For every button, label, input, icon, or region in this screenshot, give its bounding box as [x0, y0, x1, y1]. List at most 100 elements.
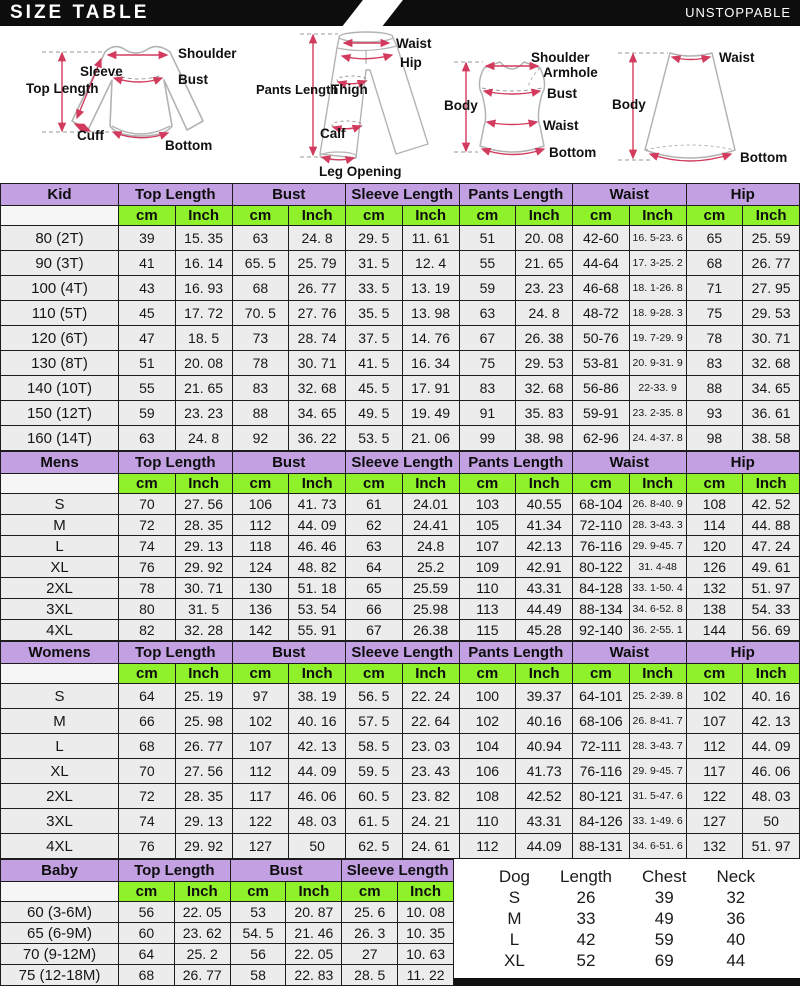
size-value: 60. 5 — [345, 783, 403, 809]
dog-size-table: Dog Length Chest Neck S 26 39 32 M 33 49 36 L 42 59 40… — [484, 867, 770, 971]
unit-header: cm — [118, 473, 176, 494]
skirt-waist-label: Waist — [719, 50, 755, 65]
row-label: S — [0, 683, 119, 709]
row-label: S — [508, 887, 521, 907]
size-value: 102 — [231, 708, 290, 734]
unit-header: Inch — [174, 473, 233, 494]
size-value: 23. 82 — [401, 783, 460, 809]
column-header: Hip — [685, 183, 800, 206]
size-value: 25.98 — [401, 598, 460, 620]
baby-table-body: 60 (3-6M) 56 22. 05 53 20. 87 25. 6 10. 08 65 (… — [0, 901, 454, 986]
row-label: 2XL — [0, 783, 119, 809]
size-value: 68-104 — [572, 493, 630, 515]
size-value: 25. 79 — [288, 250, 346, 276]
size-value: 69 — [654, 950, 674, 970]
size-value: 120 — [685, 535, 744, 557]
kid-units-row: cm Inch cm Inch cm Inch cm Inch cm Inch cm Inch — [0, 205, 800, 226]
size-value: 45.28 — [515, 619, 573, 641]
shirt-cuff-label: Cuff — [77, 128, 104, 143]
size-value: 112 — [231, 514, 290, 536]
size-value: 62. 5 — [345, 833, 403, 859]
table-row: S 70 27. 56 106 41. 73 61 24.01 103 40.55 68-104 2… — [0, 493, 800, 515]
row-label: L — [0, 733, 119, 759]
size-value: 83 — [685, 350, 744, 376]
unit-header: Inch — [288, 205, 346, 226]
size-value: 33. 5 — [345, 275, 403, 301]
unit-header: cm — [458, 473, 517, 494]
mens-section-title: Mens — [0, 451, 119, 474]
row-label: 140 (10T) — [0, 375, 119, 401]
size-value: 29. 9-45. 7 — [628, 758, 687, 784]
table-row: 120 (6T) 47 18. 5 73 28. 74 37. 5 14. 76 67 26. … — [0, 325, 800, 351]
size-value: 29. 13 — [174, 808, 233, 834]
size-value: 40.94 — [515, 733, 573, 759]
size-value: 26. 77 — [288, 275, 346, 301]
column-header: Top Length — [118, 183, 233, 206]
size-value: 33. 1-50. 4 — [628, 577, 687, 599]
size-value: 24.41 — [401, 514, 460, 536]
unit-header: Inch — [742, 663, 800, 684]
size-value: 118 — [231, 535, 290, 557]
size-value: 72 — [118, 514, 176, 536]
size-value: 71 — [685, 275, 744, 301]
size-value: 84-126 — [572, 808, 630, 834]
dog-table-body: S 26 39 32 M 33 49 36 L 42 59 40 XL 52 69 44 — [484, 887, 770, 971]
size-value: 105 — [458, 514, 517, 536]
table-row: 3XL 80 31. 5 136 53. 54 66 25.98 113 44.49 88-134… — [0, 598, 800, 620]
size-value: 25.59 — [401, 577, 460, 599]
size-value: 42. 13 — [742, 708, 800, 734]
size-value: 67 — [458, 325, 517, 351]
size-value: 21. 65 — [174, 375, 233, 401]
shirt-top-length-label: Top Length — [26, 81, 98, 96]
row-label: 75 (12-18M) — [0, 964, 119, 986]
size-value: 132 — [685, 577, 744, 599]
size-value: 51 — [118, 350, 176, 376]
table-row: 70 (9-12M) 64 25. 2 56 22. 05 27 10. 63 — [0, 943, 454, 965]
size-value: 80 — [118, 598, 176, 620]
table-row: 130 (8T) 51 20. 08 78 30. 71 41. 5 16. 34 75 29.… — [0, 350, 800, 376]
size-value: 25.2 — [401, 556, 460, 578]
size-value: 46. 46 — [288, 535, 346, 557]
size-value: 32. 68 — [288, 375, 346, 401]
size-value: 53. 54 — [288, 598, 346, 620]
size-value: 97 — [231, 683, 290, 709]
size-value: 23. 2-35. 8 — [628, 400, 687, 426]
unit-header: cm — [685, 663, 744, 684]
size-value: 38. 19 — [288, 683, 346, 709]
size-value: 41 — [118, 250, 176, 276]
size-value: 28. 5 — [341, 964, 399, 986]
size-value: 47. 24 — [742, 535, 800, 557]
shirt-bottom-label: Bottom — [165, 138, 212, 153]
kid-section-header-row: Kid Top Length Bust Sleeve Length Pants Len… — [0, 183, 800, 206]
size-value: 75 — [458, 350, 517, 376]
kid-section-title: Kid — [0, 183, 119, 206]
size-value: 39.37 — [515, 683, 573, 709]
size-value: 24.01 — [401, 493, 460, 515]
column-header: Waist — [572, 183, 687, 206]
kid-units-blank-cell — [0, 205, 119, 226]
vest-armhole-label: Armhole — [543, 65, 598, 80]
size-value: 25. 2-39. 8 — [628, 683, 687, 709]
size-value: 20. 87 — [285, 901, 343, 923]
size-value: 13. 98 — [401, 300, 460, 326]
size-value: 46-68 — [572, 275, 630, 301]
unit-header: Inch — [173, 881, 231, 902]
size-value: 78 — [118, 577, 176, 599]
size-value: 67 — [345, 619, 403, 641]
size-value: 100 — [458, 683, 517, 709]
vest-shoulder-label: Shoulder — [531, 50, 590, 65]
size-value: 88 — [231, 400, 290, 426]
size-value: 117 — [231, 783, 290, 809]
size-value: 60 — [118, 922, 175, 944]
size-value: 112 — [458, 833, 517, 859]
size-value: 36 — [726, 908, 746, 928]
size-value: 30. 71 — [174, 577, 233, 599]
size-value: 78 — [231, 350, 290, 376]
table-row: 4XL 76 29. 92 127 50 62. 5 24. 61 112 44.09 88-13… — [0, 833, 800, 859]
size-value: 16. 5-23. 6 — [628, 225, 687, 251]
table-row: 80 (2T) 39 15. 35 63 24. 8 29. 5 11. 61 51 20. 0… — [0, 225, 800, 251]
size-value: 76-116 — [572, 535, 630, 557]
unit-header: cm — [572, 663, 630, 684]
size-value: 144 — [685, 619, 744, 641]
row-label: 4XL — [0, 833, 119, 859]
